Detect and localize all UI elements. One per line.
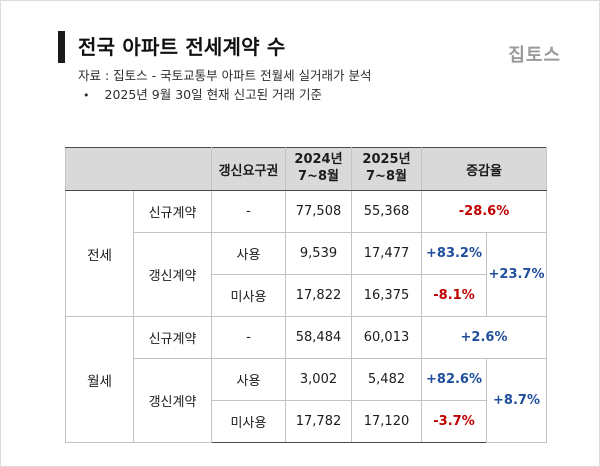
title-accent-bar	[58, 31, 65, 63]
cell-jeonse-new-2025: 55,368	[351, 190, 422, 233]
page-title: 전국 아파트 전세계약 수	[78, 35, 286, 59]
ziptoss-logo: 집토스	[508, 45, 561, 66]
cell-wolse-unused-label: 미사용	[211, 400, 286, 443]
cell-jeonse-used-2025: 17,477	[351, 232, 422, 275]
group-label-wolse: 월세	[65, 316, 134, 443]
cell-jeonse-unused-2024: 17,822	[285, 274, 352, 317]
cell-jeonse-used-2024: 9,539	[285, 232, 352, 275]
cell-jeonse-used-change: +83.2%	[421, 232, 487, 275]
source-line: 자료 : 집토스 - 국토교통부 아파트 전월세 실거래가 분석	[78, 68, 372, 83]
row-jeonse-renew-unused: 미사용 17,822 16,375 -8.1%	[66, 274, 547, 317]
row-wolse-new: 월세 신규계약 - 58,484 60,013 +2.6%	[65, 316, 548, 443]
cell-jeonse-unused-change: -8.1%	[421, 274, 487, 317]
cell-wolse-used-change: +82.6%	[421, 358, 487, 401]
row-wolse-renew-unused: 미사용 17,782 17,120 -3.7%	[66, 400, 547, 443]
note-text: 2025년 9월 30일 현재 신고된 거래 기준	[104, 87, 323, 102]
cell-jeonse-new-label: 신규계약	[133, 190, 212, 233]
header-change: 증감율	[420, 147, 548, 191]
bullet-icon: •	[83, 89, 90, 102]
cell-wolse-used-2024: 3,002	[285, 358, 352, 401]
cell-wolse-new-change: +2.6%	[420, 316, 548, 359]
cell-wolse-used-label: 사용	[211, 358, 286, 401]
cell-wolse-new-2025: 60,013	[351, 316, 422, 359]
cell-wolse-new-2024: 58,484	[285, 316, 352, 359]
row-jeonse-new: 전세 신규계약 - 77,508 55,368 -28.6%	[65, 190, 548, 317]
note-line: • 2025년 9월 30일 현재 신고된 거래 기준	[83, 84, 322, 103]
row-jeonse-renew-used: 갱신계약 사용 9,539 17,477 +83.2% +23.7%	[66, 232, 548, 317]
cell-wolse-used-2025: 5,482	[351, 358, 422, 401]
header-blank-cell	[65, 147, 212, 191]
cell-jeonse-new-2024: 77,508	[285, 190, 352, 233]
header-2024: 2024년 7~8월	[285, 147, 352, 191]
cell-jeonse-used-label: 사용	[211, 232, 286, 275]
header-renewal-right: 갱신요구권	[211, 147, 286, 191]
cell-jeonse-new-change: -28.6%	[420, 190, 548, 233]
cell-jeonse-renew-label: 갱신계약	[133, 232, 212, 317]
cell-wolse-unused-2025: 17,120	[351, 400, 422, 443]
cell-jeonse-renew-total-change: +23.7%	[485, 232, 548, 317]
cell-jeonse-unused-label: 미사용	[211, 274, 286, 317]
row-wolse-renew-used: 갱신계약 사용 3,002 5,482 +82.6% +8.7%	[66, 358, 548, 443]
header-2025: 2025년 7~8월	[351, 147, 422, 191]
cell-wolse-renew-label: 갱신계약	[133, 358, 212, 443]
cell-wolse-unused-2024: 17,782	[285, 400, 352, 443]
cell-jeonse-unused-2025: 16,375	[351, 274, 422, 317]
cell-wolse-new-right: -	[211, 316, 286, 359]
cell-wolse-renew-total-change: +8.7%	[485, 358, 548, 443]
group-label-jeonse: 전세	[65, 190, 134, 317]
cell-jeonse-new-right: -	[211, 190, 286, 233]
cell-wolse-new-label: 신규계약	[133, 316, 212, 359]
cell-wolse-unused-change: -3.7%	[421, 400, 487, 443]
header-row: 갱신요구권 2024년 7~8월 2025년 7~8월 증감율	[65, 147, 548, 191]
contracts-table: 갱신요구권 2024년 7~8월 2025년 7~8월 증감율 전세 신규계약 …	[65, 147, 548, 443]
